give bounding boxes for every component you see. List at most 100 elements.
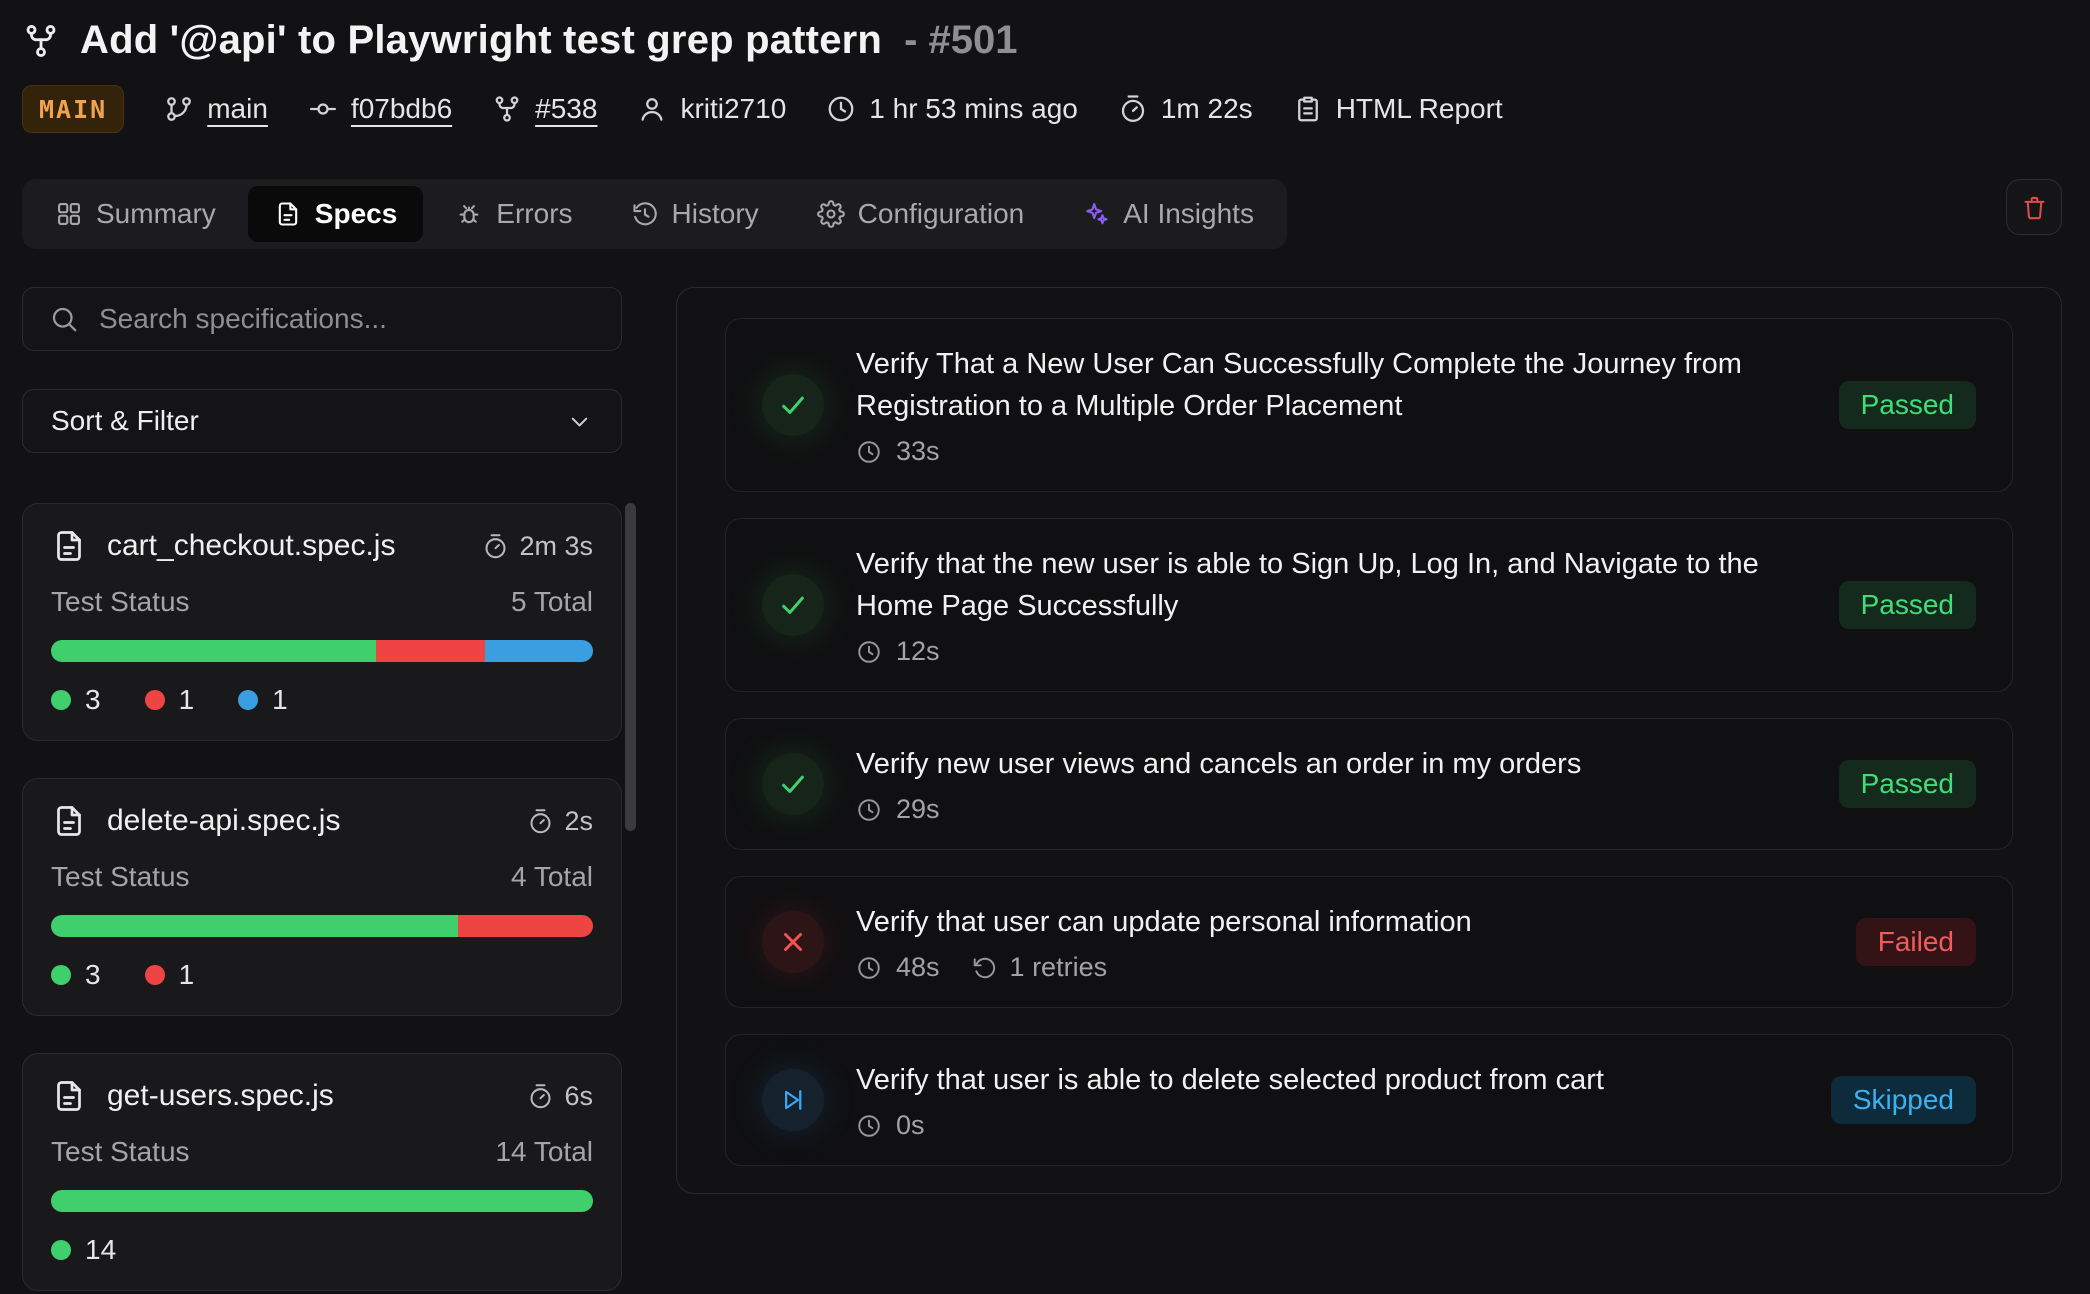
spec-total: 5 Total bbox=[511, 586, 593, 617]
meta-row: MAIN main f07bdb6 #538 kriti2710 1 hr 53 min… bbox=[22, 85, 2062, 133]
html-report-link-label: HTML Report bbox=[1335, 93, 1503, 124]
test-result-row[interactable]: Verify That a New User Can Successfully … bbox=[725, 318, 2013, 492]
search-input[interactable] bbox=[99, 303, 595, 335]
pull-request-link-label: #538 bbox=[535, 93, 598, 124]
test-meta: 0s bbox=[856, 1110, 1799, 1141]
test-duration: 48s bbox=[896, 952, 940, 982]
tab-label: Configuration bbox=[857, 198, 1025, 229]
spec-file-name: get-users.spec.js bbox=[107, 1079, 334, 1112]
stopwatch-icon bbox=[482, 533, 509, 560]
test-meta: 12s bbox=[856, 636, 1807, 667]
tab-configuration[interactable]: Configuration bbox=[791, 186, 1051, 242]
header: Add '@api' to Playwright test grep patte… bbox=[22, 18, 2062, 63]
status-icon-skipped bbox=[762, 1069, 824, 1131]
git-commit-icon bbox=[308, 94, 338, 124]
status-legend: 3 1 1 bbox=[51, 684, 593, 716]
status-icon-passed bbox=[762, 753, 824, 815]
spec-duration-value: 2m 3s bbox=[519, 530, 593, 561]
run-time: 1 hr 53 mins ago bbox=[826, 93, 1078, 125]
status-icon-passed bbox=[762, 574, 824, 636]
delete-run-button[interactable] bbox=[2006, 179, 2062, 235]
test-title: Verify new user views and cancels an ord… bbox=[856, 748, 1582, 780]
test-status-label: Test Status bbox=[51, 586, 190, 617]
file-icon bbox=[51, 1078, 87, 1114]
test-meta: 48s 1 retries bbox=[856, 952, 1824, 983]
spec-duration: 6s bbox=[527, 1081, 593, 1112]
bar-segment-skipped bbox=[484, 640, 593, 662]
status-icon-passed bbox=[762, 374, 824, 436]
sort-filter-dropdown[interactable]: Sort & Filter bbox=[22, 389, 622, 453]
spec-duration: 2m 3s bbox=[482, 531, 593, 562]
test-result-row[interactable]: Verify new user views and cancels an ord… bbox=[725, 718, 2013, 850]
tab-bar: Summary Specs Errors History Configuration AI… bbox=[22, 179, 1287, 249]
run-duration: 1m 22s bbox=[1118, 93, 1253, 125]
test-result-row[interactable]: Verify that user is able to delete selec… bbox=[725, 1034, 2013, 1166]
test-title: Verify that user is able to delete selec… bbox=[856, 1064, 1604, 1096]
retry-icon bbox=[972, 955, 998, 981]
legend-passed: 3 bbox=[51, 959, 101, 991]
status-badge-failed: Failed bbox=[1855, 918, 1976, 966]
user-icon bbox=[637, 94, 667, 124]
tab-errors[interactable]: Errors bbox=[429, 186, 598, 242]
author: kriti2710 bbox=[637, 93, 786, 125]
test-result-body: Verify that the new user is able to Sign… bbox=[856, 543, 1807, 667]
stopwatch-icon bbox=[527, 808, 554, 835]
chevron-down-icon bbox=[566, 408, 593, 435]
failed-dot bbox=[144, 690, 165, 710]
test-result-row[interactable]: Verify that user can update personal inf… bbox=[725, 876, 2013, 1008]
passed-dot bbox=[51, 1240, 71, 1260]
legend-passed: 14 bbox=[51, 1234, 116, 1266]
spec-card-delete-api-spec-js[interactable]: delete-api.spec.js 2s Test Status 4 Total 3 1 bbox=[22, 778, 622, 1016]
legend-skipped: 1 bbox=[238, 684, 288, 716]
specs-sidebar: Sort & Filter cart_checkout.spec.js 2m 3s… bbox=[22, 287, 636, 1291]
history-icon bbox=[631, 200, 659, 228]
spec-duration-value: 6s bbox=[564, 1080, 593, 1111]
bar-segment-passed bbox=[51, 915, 458, 937]
test-result-body: Verify that user is able to delete selec… bbox=[856, 1059, 1799, 1141]
test-result-body: Verify that user can update personal inf… bbox=[856, 901, 1824, 983]
passed-dot bbox=[51, 690, 71, 710]
status-badge-skipped: Skipped bbox=[1830, 1076, 1976, 1124]
x-icon bbox=[778, 927, 808, 957]
clock-icon bbox=[856, 639, 882, 665]
bar-segment-failed bbox=[457, 915, 593, 937]
spec-file-name: cart_checkout.spec.js bbox=[107, 529, 396, 562]
spec-status-row: Test Status 14 Total bbox=[51, 1136, 593, 1168]
test-result-row[interactable]: Verify that the new user is able to Sign… bbox=[725, 518, 2013, 692]
spec-card-header: get-users.spec.js 6s bbox=[51, 1078, 593, 1114]
pull-request-link[interactable]: #538 bbox=[492, 93, 597, 125]
spec-card-header: delete-api.spec.js 2s bbox=[51, 803, 593, 839]
spec-duration: 2s bbox=[527, 806, 593, 837]
tab-label: Errors bbox=[496, 198, 573, 229]
tab-history[interactable]: History bbox=[605, 186, 785, 242]
commit-link[interactable]: f07bdb6 bbox=[308, 93, 452, 125]
legend-failed: 1 bbox=[144, 959, 195, 991]
legend-count: 3 bbox=[85, 959, 101, 990]
spec-list-scrollbar[interactable] bbox=[625, 503, 636, 831]
skip-forward-icon bbox=[778, 1085, 808, 1115]
test-title: Verify That a New User Can Successfully … bbox=[856, 348, 1742, 422]
test-result-body: Verify That a New User Can Successfully … bbox=[856, 343, 1807, 467]
branch-link[interactable]: main bbox=[164, 93, 268, 125]
tab-ai-insights[interactable]: AI Insights bbox=[1056, 186, 1280, 242]
run-number: - #501 bbox=[904, 18, 1018, 62]
tab-label: Specs bbox=[314, 198, 398, 229]
failed-dot bbox=[144, 965, 165, 985]
spec-card-get-users-spec-js[interactable]: get-users.spec.js 6s Test Status 14 Total 14 bbox=[22, 1053, 622, 1291]
spec-card-cart-checkout-spec-js[interactable]: cart_checkout.spec.js 2m 3s Test Status 5 T… bbox=[22, 503, 622, 741]
legend-failed: 1 bbox=[144, 684, 194, 716]
file-icon bbox=[51, 803, 87, 839]
spec-card-header: cart_checkout.spec.js 2m 3s bbox=[51, 528, 593, 564]
legend-count: 1 bbox=[178, 959, 195, 990]
test-status-label: Test Status bbox=[51, 861, 190, 892]
html-report-link[interactable]: HTML Report bbox=[1293, 93, 1503, 125]
commit-link-label: f07bdb6 bbox=[350, 93, 453, 124]
test-title: Verify that user can update personal inf… bbox=[856, 906, 1472, 938]
check-icon bbox=[778, 769, 808, 799]
tab-summary[interactable]: Summary bbox=[29, 186, 242, 242]
clock-icon bbox=[856, 439, 882, 465]
tab-specs[interactable]: Specs bbox=[247, 186, 424, 242]
spec-list: cart_checkout.spec.js 2m 3s Test Status 5 T… bbox=[22, 503, 636, 1291]
legend-count: 1 bbox=[272, 684, 288, 715]
spec-status-row: Test Status 5 Total bbox=[51, 586, 593, 618]
